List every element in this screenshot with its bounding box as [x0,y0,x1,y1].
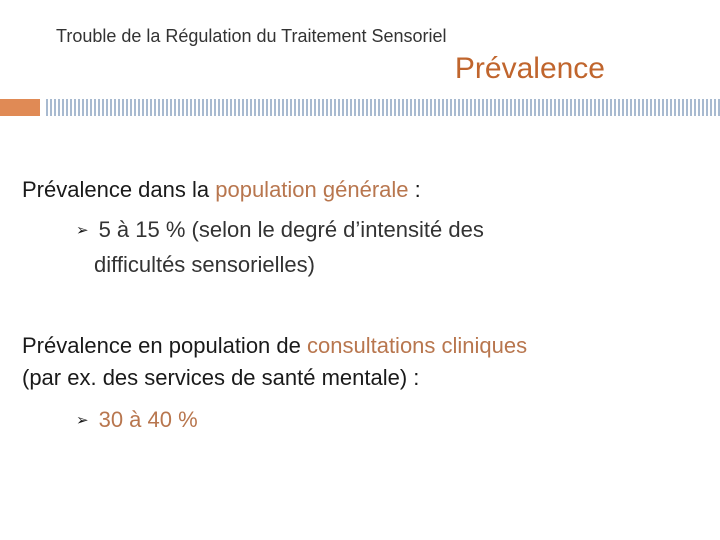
point2-highlight: consultations cliniques [307,333,528,358]
arrow-bullet-icon: ➢ [76,222,89,239]
slide-supertitle: Trouble de la Régulation du Traitement S… [56,26,447,46]
point-general-population: Prévalence dans la population générale : [22,174,712,206]
point1-sub-line1: 5 à 15 % (selon le degré d’intensité des [98,217,484,242]
point2-line2: (par ex. des services de santé mentale) … [22,365,420,390]
point-clinical-consultations: Prévalence en population de consultation… [22,330,712,394]
point1-sub-line2: difficultés sensorielles) [94,252,315,277]
point1-suffix: : [408,177,421,202]
point2-sub-text: 30 à 40 % [98,407,198,432]
accent-block [0,99,40,116]
title-divider [46,99,720,116]
point2-subbullet: ➢ 30 à 40 % [76,403,636,438]
point1-highlight: population générale [215,177,409,202]
point2-prefix: Prévalence en population de [22,333,307,358]
arrow-bullet-icon: ➢ [76,412,89,429]
point1-prefix: Prévalence dans la [22,177,216,202]
slide-title: Prévalence [454,52,605,85]
point1-subbullet: ➢ 5 à 15 % (selon le degré d’intensité de… [76,213,636,282]
